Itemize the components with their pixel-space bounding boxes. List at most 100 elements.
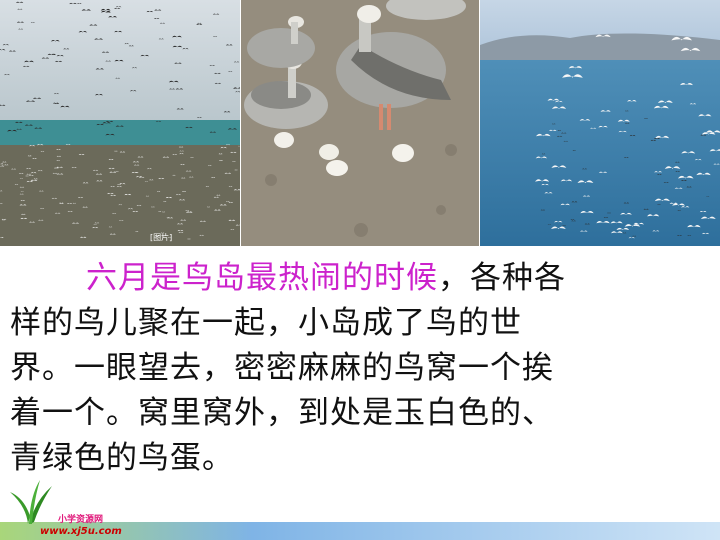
bird-shape	[172, 45, 183, 48]
bird-shape	[30, 22, 35, 24]
bird-shape	[206, 206, 211, 208]
bird-shape	[644, 118, 648, 119]
bird-shape	[219, 204, 227, 206]
passage-line-3: 界。一眼望去，密密麻麻的鸟窝一个挨	[10, 350, 554, 386]
bird-shape	[624, 224, 641, 227]
bird-shape	[2, 219, 6, 221]
bird-shape	[115, 171, 119, 172]
bird-shape	[53, 93, 59, 95]
bird-shape	[600, 110, 611, 112]
passage-line-1-rest: ，各种各	[438, 260, 566, 296]
bird-shape	[40, 151, 45, 152]
bird-shape	[56, 149, 61, 150]
bird-shape	[172, 154, 178, 155]
bird-shape	[596, 220, 610, 224]
bird-shape	[149, 179, 154, 181]
bird-shape	[563, 140, 569, 142]
photo-bird-flock: [图片]	[0, 0, 240, 246]
site-url-link[interactable]: www.xj5u.com	[40, 526, 122, 537]
bird-shape	[124, 43, 129, 45]
bird-shape	[51, 53, 56, 55]
bird-shape	[598, 125, 608, 128]
bird-shape	[41, 57, 50, 59]
bird-shape	[706, 195, 710, 197]
sprout-logo-icon	[0, 476, 60, 526]
bird-shape	[628, 237, 635, 239]
bird-shape	[181, 177, 186, 179]
bird-shape	[117, 184, 122, 185]
bird-shape	[551, 106, 567, 109]
bird-shape	[554, 220, 563, 223]
bird-shape	[119, 151, 126, 153]
bird-shape	[27, 155, 32, 157]
bird-shape	[56, 166, 63, 168]
bird-shape	[56, 55, 64, 57]
bird-shape	[168, 80, 179, 83]
bird-shape	[228, 202, 233, 203]
bird-shape	[172, 35, 182, 38]
bird-shape	[227, 128, 237, 130]
bird-shape	[672, 203, 686, 206]
footer: 小学资源网 www.xj5u.com	[0, 470, 720, 540]
bird-shape	[620, 212, 632, 215]
bird-shape	[655, 135, 670, 139]
bird-shape	[627, 100, 637, 102]
bird-shape	[58, 202, 64, 204]
bird-shape	[131, 172, 138, 174]
bird-shape	[156, 191, 161, 192]
bird-shape	[556, 135, 563, 137]
bird-shape	[100, 8, 111, 11]
bird-shape	[92, 227, 99, 229]
bird-shape	[54, 212, 61, 214]
bird-shape	[114, 59, 124, 62]
bird-shape	[66, 202, 73, 204]
bird-shape	[607, 212, 611, 214]
bird-shape	[182, 191, 187, 192]
bird-shape	[114, 7, 121, 9]
bird-shape	[205, 186, 210, 187]
bird-shape	[700, 216, 716, 220]
bird-shape	[2, 44, 9, 46]
bird-shape	[214, 82, 222, 84]
bird-shape	[187, 238, 191, 240]
bird-shape	[177, 230, 184, 232]
bird-shape	[0, 104, 6, 106]
bird-shape	[681, 151, 696, 154]
bird-shape	[67, 211, 73, 212]
bird-shape	[33, 178, 38, 180]
bird-shape	[199, 234, 204, 236]
bird-shape	[699, 210, 707, 213]
bird-shape	[155, 120, 162, 122]
bird-shape	[77, 196, 84, 198]
photo-strip: [图片]	[0, 0, 720, 246]
bird-shape	[696, 172, 711, 176]
bird-shape	[228, 186, 233, 188]
bird-shape	[225, 200, 230, 202]
bird-shape	[130, 90, 137, 92]
bird-shape	[22, 65, 30, 67]
bird-shape	[681, 180, 687, 181]
bird-shape	[56, 173, 64, 175]
bird-shape	[686, 186, 692, 188]
bird-shape	[0, 237, 4, 238]
bird-shape	[675, 170, 680, 172]
bird-shape	[572, 150, 576, 151]
bird-shape	[603, 217, 609, 218]
bird-shape	[571, 220, 576, 222]
bird-shape	[584, 223, 590, 225]
bird-shape	[37, 170, 43, 172]
bird-shape	[158, 211, 162, 212]
bird-shape	[189, 176, 194, 178]
bird-shape	[95, 68, 104, 70]
bird-shape	[610, 221, 623, 224]
bird-shape	[115, 77, 121, 79]
bird-shape	[109, 233, 116, 235]
bird-shape	[28, 175, 34, 176]
bird-shape	[535, 179, 550, 182]
bird-shape	[568, 66, 583, 69]
bird-shape	[167, 217, 174, 219]
bird-shape	[16, 128, 22, 130]
bird-shape	[643, 208, 649, 210]
bird-shape	[582, 168, 588, 170]
bird-shape	[109, 171, 117, 173]
